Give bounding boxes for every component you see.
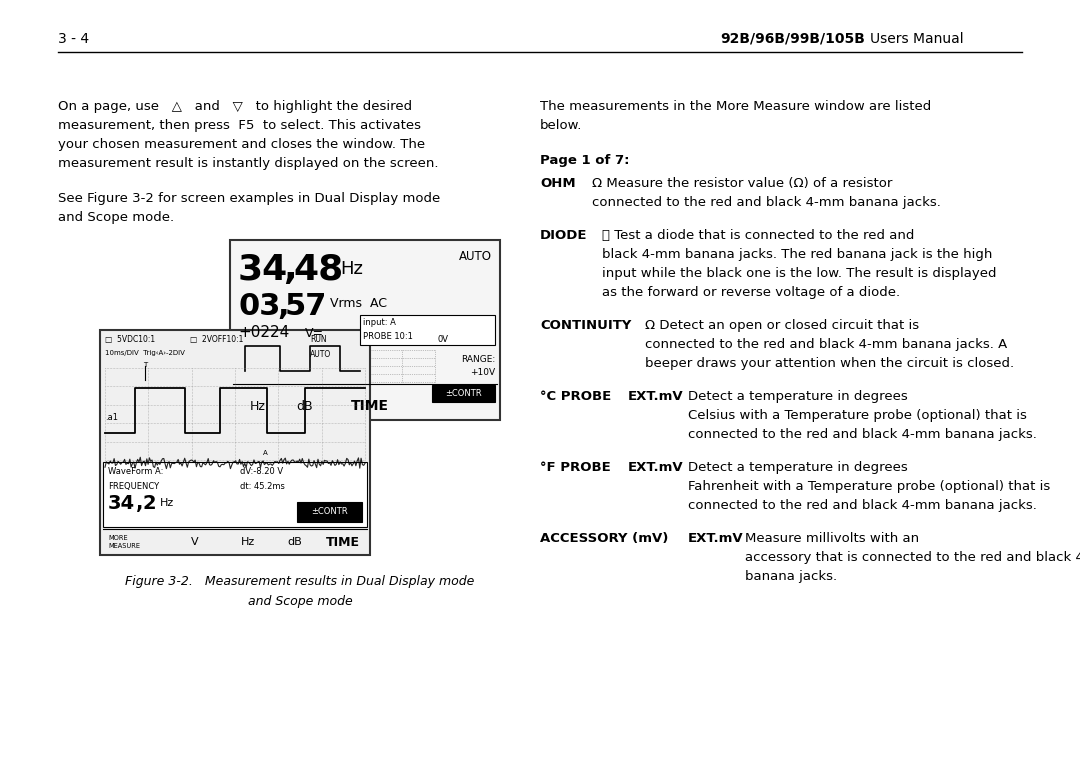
Text: black 4-mm banana jacks. The red banana jack is the high: black 4-mm banana jacks. The red banana … [602, 248, 993, 261]
Text: and Scope mode.: and Scope mode. [58, 211, 174, 224]
Text: □  2VOFF10:1: □ 2VOFF10:1 [190, 335, 243, 344]
Text: EXT.mV: EXT.mV [627, 461, 684, 474]
Text: Figure 3-2.   Measurement results in Dual Display mode: Figure 3-2. Measurement results in Dual … [125, 575, 475, 588]
Text: as the forward or reverse voltage of a diode.: as the forward or reverse voltage of a d… [602, 286, 900, 299]
Text: Page 1 of 7:: Page 1 of 7: [540, 154, 630, 167]
Text: accessory that is connected to the red and black 4-mm: accessory that is connected to the red a… [745, 551, 1080, 564]
Text: On a page, use   △   and   ▽   to highlight the desired: On a page, use △ and ▽ to highlight the … [58, 100, 413, 113]
Text: Hz: Hz [241, 537, 255, 547]
Text: connected to the red and black 4-mm banana jacks. A: connected to the red and black 4-mm bana… [645, 338, 1008, 351]
Text: EXT.mV: EXT.mV [688, 532, 744, 545]
Text: Celsius with a Temperature probe (optional) that is: Celsius with a Temperature probe (option… [688, 409, 1027, 422]
Text: 2: 2 [143, 494, 157, 513]
Text: .a1: .a1 [105, 414, 118, 422]
Bar [230, 240, 500, 420]
Text: PROBE 10:1: PROBE 10:1 [363, 332, 413, 341]
Text: +10V: +10V [470, 368, 495, 377]
Text: 34: 34 [108, 494, 135, 513]
Bar [432, 385, 495, 402]
Text: beeper draws your attention when the circuit is closed.: beeper draws your attention when the cir… [645, 357, 1014, 370]
Text: and Scope mode: and Scope mode [247, 595, 352, 608]
Text: measurement result is instantly displayed on the screen.: measurement result is instantly displaye… [58, 157, 438, 170]
Text: EXT.mV: EXT.mV [627, 390, 684, 403]
Bar [103, 462, 367, 527]
Text: OHM: OHM [540, 177, 576, 190]
Text: connected to the red and black 4-mm banana jacks.: connected to the red and black 4-mm bana… [688, 428, 1037, 441]
Text: ,: , [283, 252, 297, 286]
Text: RANGE:: RANGE: [461, 355, 495, 364]
Text: A: A [262, 450, 268, 456]
Text: AUTO: AUTO [310, 350, 332, 359]
Text: °C PROBE: °C PROBE [540, 390, 611, 403]
Text: 03: 03 [238, 292, 281, 321]
Text: See Figure 3-2 for screen examples in Dual Display mode: See Figure 3-2 for screen examples in Du… [58, 192, 441, 205]
Text: T: T [143, 362, 147, 368]
Text: dV:-8.20 V: dV:-8.20 V [240, 467, 283, 476]
Text: CONTINUITY: CONTINUITY [540, 319, 632, 332]
Text: WaveForm A:: WaveForm A: [108, 467, 163, 476]
Text: ,: , [276, 292, 288, 321]
Text: 3 - 4: 3 - 4 [58, 32, 90, 46]
Text: 92B/96B/99B/105B: 92B/96B/99B/105B [720, 32, 865, 46]
Text: V: V [191, 537, 199, 547]
Text: 10ms/DIV  Trig‹A›-2DIV: 10ms/DIV Trig‹A›-2DIV [105, 350, 185, 356]
Text: Hz: Hz [340, 260, 363, 278]
Text: 57: 57 [285, 292, 327, 321]
Text: Hz: Hz [251, 399, 266, 412]
Text: ,: , [136, 494, 144, 513]
Text: 34: 34 [238, 252, 288, 286]
Text: measurement, then press  F5  to select. This activates: measurement, then press F5 to select. Th… [58, 119, 421, 132]
Text: Users Manual: Users Manual [870, 32, 963, 46]
Text: MORE
MEASURE: MORE MEASURE [108, 536, 140, 549]
Text: V=: V= [305, 327, 324, 340]
Bar [100, 330, 370, 555]
Text: DIODE: DIODE [540, 229, 588, 242]
Text: The measurements in the More Measure window are listed: The measurements in the More Measure win… [540, 100, 931, 113]
Text: -10V: -10V [438, 386, 457, 395]
Text: Ω Detect an open or closed circuit that is: Ω Detect an open or closed circuit that … [645, 319, 919, 332]
Bar [297, 502, 362, 522]
Text: Vrms  AC: Vrms AC [330, 297, 387, 310]
Text: input: A: input: A [363, 318, 396, 327]
Text: TIME: TIME [326, 536, 360, 549]
Text: input while the black one is the low. The result is displayed: input while the black one is the low. Th… [602, 267, 997, 280]
Text: dt: 45.2ms: dt: 45.2ms [240, 482, 285, 491]
Text: dB: dB [297, 399, 313, 412]
Text: Ω Measure the resistor value (Ω) of a resistor: Ω Measure the resistor value (Ω) of a re… [592, 177, 892, 190]
Text: 48: 48 [293, 252, 343, 286]
Text: ACCESSORY (mV): ACCESSORY (mV) [540, 532, 669, 545]
Text: Hz: Hz [160, 498, 174, 508]
Text: ⨸ Test a diode that is connected to the red and: ⨸ Test a diode that is connected to the … [602, 229, 915, 242]
Text: Fahrenheit with a Temperature probe (optional) that is: Fahrenheit with a Temperature probe (opt… [688, 480, 1050, 493]
Text: 0V: 0V [438, 335, 449, 344]
Text: connected to the red and black 4-mm banana jacks.: connected to the red and black 4-mm bana… [592, 196, 941, 209]
Text: ±CONTR: ±CONTR [311, 507, 348, 517]
Text: TIME: TIME [351, 399, 389, 413]
Text: ±CONTR: ±CONTR [445, 389, 482, 398]
Text: AUTO: AUTO [459, 250, 492, 263]
Text: dB: dB [287, 537, 302, 547]
Text: RUN: RUN [310, 335, 326, 344]
Text: Measure millivolts with an: Measure millivolts with an [745, 532, 919, 545]
Text: connected to the red and black 4-mm banana jacks.: connected to the red and black 4-mm bana… [688, 499, 1037, 512]
Text: □  5VDC10:1: □ 5VDC10:1 [105, 335, 156, 344]
Bar [360, 315, 495, 345]
Text: banana jacks.: banana jacks. [745, 570, 837, 583]
Text: Detect a temperature in degrees: Detect a temperature in degrees [688, 390, 908, 403]
Text: Detect a temperature in degrees: Detect a temperature in degrees [688, 461, 908, 474]
Text: +0224: +0224 [238, 325, 289, 340]
Text: FREQUENCY: FREQUENCY [108, 482, 159, 491]
Text: below.: below. [540, 119, 582, 132]
Text: °F PROBE: °F PROBE [540, 461, 611, 474]
Text: your chosen measurement and closes the window. The: your chosen measurement and closes the w… [58, 138, 426, 151]
